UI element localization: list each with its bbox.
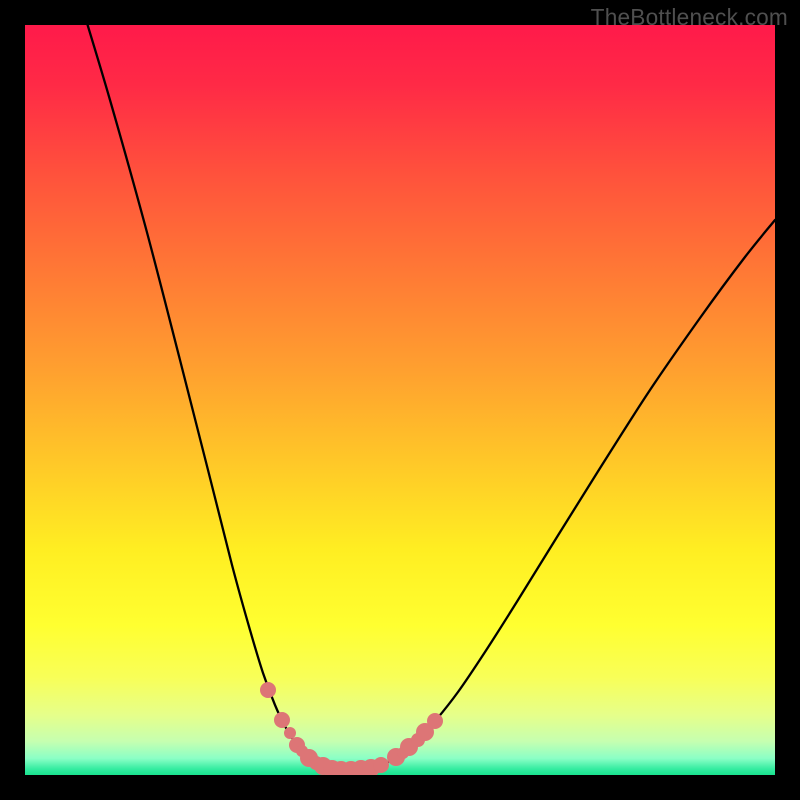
chart-frame: TheBottleneck.com <box>0 0 800 800</box>
curve-marker <box>284 727 296 739</box>
curve-marker <box>260 682 276 698</box>
bottleneck-chart <box>0 0 800 800</box>
curve-marker <box>373 757 389 773</box>
curve-marker <box>427 713 443 729</box>
curve-marker <box>274 712 290 728</box>
plot-background <box>25 25 775 775</box>
watermark-text: TheBottleneck.com <box>591 4 788 31</box>
